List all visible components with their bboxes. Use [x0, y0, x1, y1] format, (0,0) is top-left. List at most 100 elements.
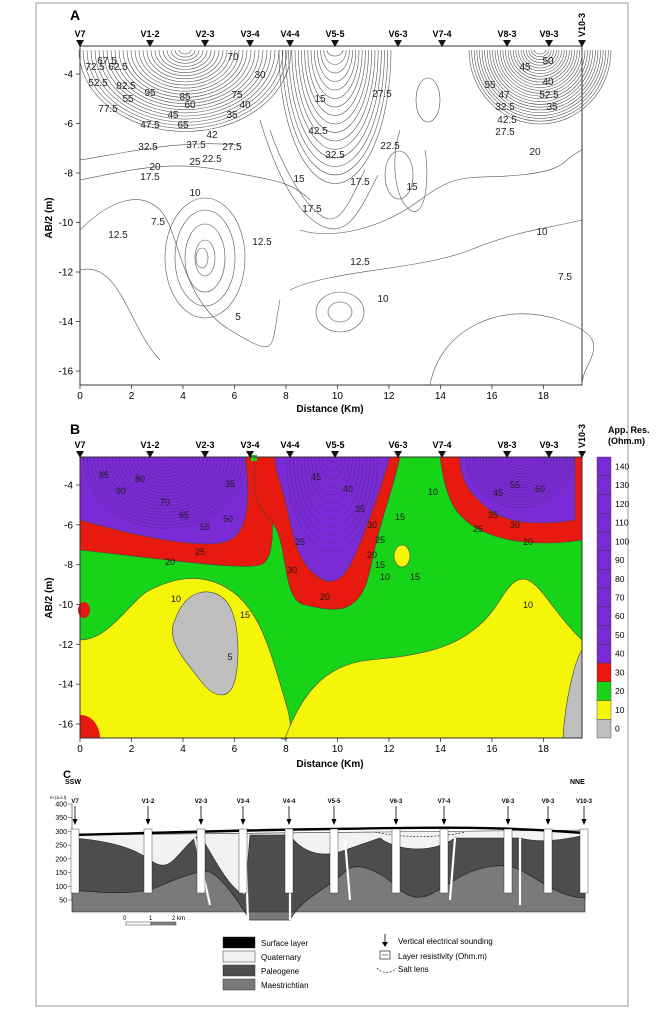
contour-label: 60	[535, 484, 545, 494]
legend-label-surface: Surface layer	[261, 939, 308, 948]
contour-line	[307, 456, 357, 504]
colorbar-tick-label: 20	[615, 686, 625, 696]
contour-line	[140, 456, 190, 478]
contour-line	[488, 456, 552, 486]
contour-line	[110, 49, 260, 107]
contour-line	[108, 456, 222, 506]
station-label: V7-4	[432, 440, 451, 450]
contour-label: 12.5	[350, 257, 370, 268]
station-marker-icon	[503, 40, 511, 47]
contour-label: 30	[254, 70, 266, 81]
c-station-label: V8-3	[502, 799, 515, 805]
colorbar-tick-label: 50	[615, 630, 625, 640]
station-label: V2-3	[195, 29, 214, 39]
contour-label: 65	[177, 120, 189, 131]
contour-line	[82, 49, 288, 129]
contour-line	[288, 49, 382, 159]
c-station-label: V7	[71, 799, 79, 805]
legend-label-paleogene: Paleogene	[261, 967, 300, 976]
contour-label: 20	[523, 537, 533, 547]
panel-b-fill	[78, 455, 583, 740]
station-label: V3-4	[240, 440, 259, 450]
station-marker-icon	[545, 40, 553, 47]
contour-label: 15	[395, 512, 405, 522]
station-marker-icon	[394, 40, 402, 47]
station-label: V5-5	[325, 29, 344, 39]
sounding-column	[143, 828, 153, 894]
panel-a-axes: 0 2 4 6 8 10 12 14 16 18 -4 -6 -8 -10 -12 -14 -16 V7 V1-2 V…	[59, 13, 587, 402]
c-y-tick-label: 300	[55, 829, 67, 836]
station-label: V8-3	[497, 29, 516, 39]
scale-bar: 0 1 2 km	[123, 916, 185, 926]
contour-label: 10	[171, 594, 181, 604]
x-tick-label: 2	[129, 391, 135, 402]
c-station-label: V2-3	[195, 799, 208, 805]
sounding-column	[238, 828, 248, 894]
contour-line	[297, 456, 367, 528]
contour-label: 7.5	[558, 272, 572, 283]
x-tick-label: 16	[486, 391, 498, 402]
c-y-tick-label: 100	[55, 884, 67, 891]
contour-label: 32.5	[325, 150, 345, 161]
panel-c-legend: Surface layer Quaternary Paleogene Maest…	[222, 934, 493, 991]
contour-label: 47.5	[140, 120, 160, 131]
contour-line	[523, 49, 557, 66]
contour-line	[304, 456, 360, 512]
colorbar-segment	[596, 494, 612, 514]
contour-line	[484, 49, 596, 108]
contour-line	[310, 49, 360, 99]
sounding-arrow-icon	[331, 819, 337, 825]
colorbar-title: App. Res. (Ohm.m)	[608, 425, 652, 446]
contour-label: 30	[287, 565, 297, 575]
y-tick-label: -14	[59, 680, 74, 691]
sounding-column	[284, 828, 294, 894]
panel-b-small-green-square	[251, 455, 257, 461]
colorbar-tick-label: 110	[615, 518, 629, 528]
station-marker-icon	[578, 40, 586, 47]
contour-line	[318, 456, 346, 480]
contour-line	[466, 456, 574, 508]
colorbar-tick-label: 0	[615, 724, 620, 734]
station-marker-icon	[201, 40, 209, 47]
legend-swatch-maestrichtian	[222, 978, 256, 991]
panel-b-y-axis-label: AB/2 (m)	[44, 577, 55, 618]
contour-line	[102, 49, 268, 114]
contour-line	[520, 49, 560, 69]
station-marker-icon	[438, 451, 446, 458]
contour-label: 45	[519, 62, 531, 73]
contour-label: 40	[343, 484, 353, 494]
contour-line	[281, 49, 389, 176]
contour-label: 25	[473, 524, 483, 534]
contour-label: 35	[226, 110, 238, 121]
contour-label: 47	[498, 90, 510, 101]
contour-label: 55	[122, 94, 134, 105]
colorbar-tick-label: 140	[615, 461, 629, 471]
x-tick-label: 14	[435, 391, 447, 402]
contour-line	[304, 49, 366, 116]
contour-line	[170, 49, 200, 61]
colorbar-segment	[596, 587, 612, 608]
contour-line	[533, 49, 547, 55]
colorbar-segment	[596, 550, 612, 570]
contour-line	[174, 49, 196, 58]
panel-b-gray-region	[172, 591, 239, 696]
colorbar-title-line-1: App. Res.	[608, 425, 650, 435]
colorbar-tick-label: 30	[615, 667, 625, 677]
contour-label: 37.5	[186, 140, 206, 151]
contour-line	[497, 49, 583, 94]
contour-line	[515, 49, 565, 74]
sounding-column	[391, 828, 401, 894]
contour-line	[471, 49, 609, 122]
contour-line	[151, 456, 179, 468]
x-tick-label: 12	[383, 391, 395, 402]
panel-a-contours	[78, 49, 612, 386]
contour-line	[126, 49, 244, 95]
contour-line	[150, 49, 220, 76]
contour-label: 22.5	[380, 141, 400, 152]
station-label: V7-4	[432, 29, 451, 39]
contour-label: 20	[320, 592, 330, 602]
contour-line	[325, 456, 339, 464]
contour-label: 25	[295, 537, 305, 547]
contour-label: 72.5	[85, 62, 105, 73]
